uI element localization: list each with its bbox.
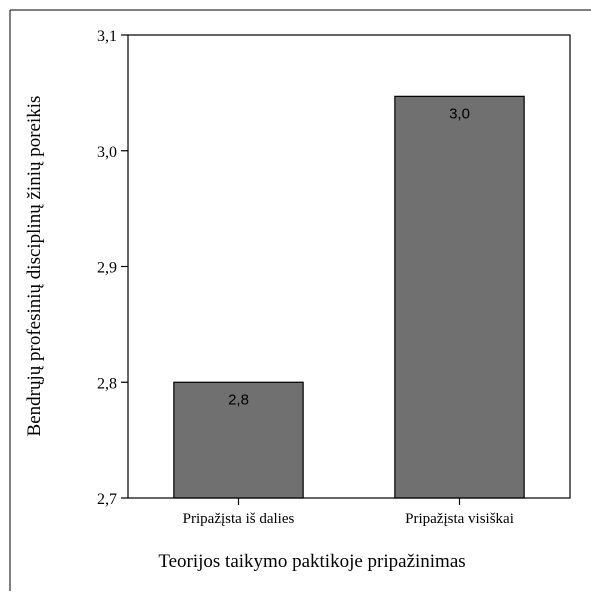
x-axis-title: Teorijos taikymo paktikoje pripažinimas	[158, 551, 465, 572]
bar	[173, 381, 304, 499]
y-ticks-group: 2,7 2,8 2,9 3,0 3,1	[97, 28, 128, 508]
bars-group	[173, 95, 525, 499]
y-tick-label: 2,7	[97, 491, 117, 508]
y-tick-label: 3,0	[97, 144, 117, 161]
x-tick-label: Pripažįsta visiškai	[405, 511, 514, 527]
bar	[394, 95, 525, 499]
data-label: 3,0	[449, 105, 470, 122]
x-ticks-group: Pripažįsta iš dalies Pripažįsta visiškai	[183, 498, 514, 527]
y-tick-label: 2,8	[97, 375, 117, 392]
data-labels-group: 2,8 3,0	[228, 105, 470, 408]
data-label: 2,8	[228, 391, 249, 408]
x-tick-label: Pripažįsta iš dalies	[183, 511, 295, 527]
y-tick-label: 2,9	[97, 260, 117, 277]
y-axis-title: Bendrųjų profesinių disciplinų žinių por…	[24, 96, 45, 437]
y-tick-label: 3,1	[97, 28, 117, 45]
